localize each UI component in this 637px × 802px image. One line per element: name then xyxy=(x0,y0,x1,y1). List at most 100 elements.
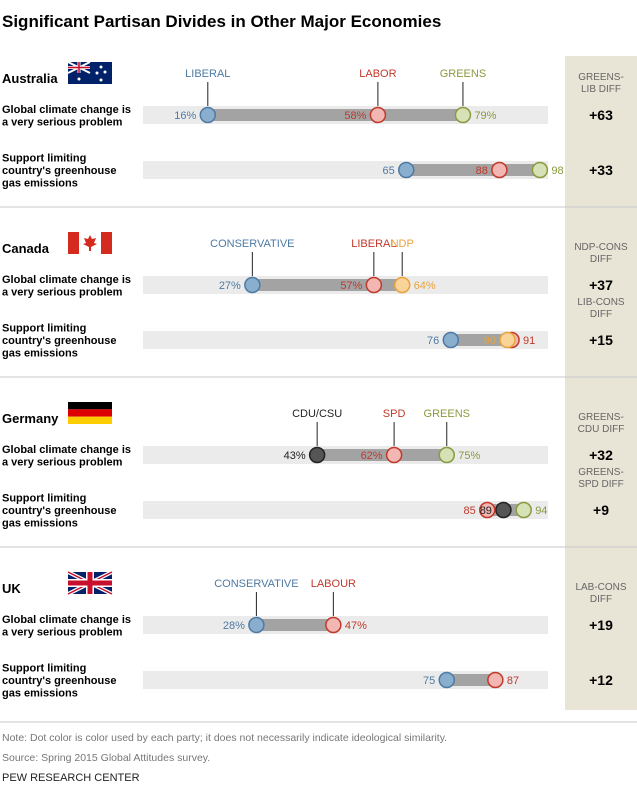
diff-value: +32 xyxy=(589,447,613,463)
country-name: UK xyxy=(2,581,21,596)
party-label: LABOUR xyxy=(311,578,356,590)
flag-star xyxy=(99,78,103,82)
diff-header: GREENS- xyxy=(578,72,624,83)
value-label: 16% xyxy=(174,110,196,122)
data-dot xyxy=(385,446,403,464)
row-label: Global climate change is xyxy=(2,104,131,116)
data-dot xyxy=(365,276,383,294)
value-label: 65 xyxy=(383,165,395,177)
data-dot xyxy=(491,161,508,179)
country-name: Germany xyxy=(2,411,59,426)
chart-title: Significant Partisan Divides in Other Ma… xyxy=(2,12,441,31)
diff-value: +9 xyxy=(593,502,609,518)
party-label: GREENS xyxy=(424,408,470,420)
uk-flag-icon xyxy=(67,570,113,596)
party-label: SPD xyxy=(383,408,406,420)
row-label: a very serious problem xyxy=(2,626,123,638)
country-name: Canada xyxy=(2,241,50,256)
row-label: gas emissions xyxy=(2,348,78,360)
footnote-note: Note: Dot color is color used by each pa… xyxy=(2,732,447,744)
maple-leaf-icon xyxy=(83,235,97,251)
value-label: 87 xyxy=(507,675,519,687)
value-label: 88 xyxy=(476,165,488,177)
brand-name: PEW RESEARCH CENTER xyxy=(2,772,140,784)
value-label: 85 xyxy=(464,505,476,517)
row-label: country's greenhouse xyxy=(2,675,116,687)
party-label: GREENS xyxy=(440,68,486,80)
range-bar xyxy=(256,619,334,631)
diff-header: LIB-CONS xyxy=(577,297,625,308)
diff-header: DIFF xyxy=(590,254,612,265)
canada-flag-icon xyxy=(68,232,112,254)
data-dot xyxy=(479,501,496,519)
row-label: a very serious problem xyxy=(2,456,123,468)
row-label: Support limiting xyxy=(2,153,86,165)
value-label: 28% xyxy=(223,620,245,632)
flag-band xyxy=(68,416,112,424)
flag-star xyxy=(95,71,99,75)
diff-header: LAB-CONS xyxy=(575,582,626,593)
diff-header: SPD DIFF xyxy=(578,479,624,490)
germany-flag-icon xyxy=(68,402,112,424)
flag-cross xyxy=(68,66,90,69)
data-dot xyxy=(454,106,472,124)
row-track xyxy=(143,616,548,634)
data-dot xyxy=(487,671,504,689)
diff-value: +33 xyxy=(589,162,613,178)
data-dot xyxy=(438,671,455,689)
value-label: 75 xyxy=(423,675,435,687)
value-label: 47% xyxy=(345,620,367,632)
value-label: 58% xyxy=(344,110,366,122)
diff-value: +12 xyxy=(589,672,613,688)
data-dot xyxy=(398,161,415,179)
value-label: 98 xyxy=(551,165,563,177)
data-dot xyxy=(325,616,342,634)
row-label: Global climate change is xyxy=(2,274,131,286)
country-name: Australia xyxy=(2,71,58,86)
diff-value: +37 xyxy=(589,277,613,293)
row-label: country's greenhouse xyxy=(2,505,116,517)
footnote-source: Source: Spring 2015 Global Attitudes sur… xyxy=(2,752,210,764)
data-dot xyxy=(244,276,261,294)
data-dot xyxy=(248,616,265,634)
data-dot xyxy=(199,106,217,124)
row-track xyxy=(143,501,548,519)
data-dot xyxy=(495,501,512,519)
range-bar xyxy=(450,334,512,346)
row-label: a very serious problem xyxy=(2,116,123,128)
value-label: 27% xyxy=(219,280,241,292)
value-label: 79% xyxy=(474,110,496,122)
party-label: LIBERAL xyxy=(185,68,230,80)
value-label: 43% xyxy=(284,450,306,462)
flag-band xyxy=(68,402,112,410)
party-label: NDP xyxy=(391,238,414,250)
row-label: gas emissions xyxy=(2,518,78,530)
value-label: 64% xyxy=(414,280,436,292)
party-label: CDU/CSU xyxy=(292,408,342,420)
value-label: 89 xyxy=(480,505,492,517)
diff-value: +63 xyxy=(589,107,613,123)
flag-band xyxy=(101,232,112,254)
value-label: 76 xyxy=(427,335,439,347)
flag-band xyxy=(68,409,112,417)
value-label: 90 xyxy=(484,335,496,347)
range-bar xyxy=(317,449,447,461)
diff-header: LIB DIFF xyxy=(581,84,621,95)
data-dot xyxy=(531,161,549,179)
diff-header: GREENS- xyxy=(578,467,624,478)
row-label: gas emissions xyxy=(2,178,78,190)
data-dot xyxy=(438,446,455,464)
row-label: gas emissions xyxy=(2,688,78,700)
flag-star xyxy=(99,65,103,69)
diff-header: CDU DIFF xyxy=(578,424,625,435)
data-dot xyxy=(515,501,532,519)
flag-star xyxy=(103,70,107,74)
row-label: Global climate change is xyxy=(2,444,131,456)
diff-header: GREENS- xyxy=(578,412,624,423)
australia-flag-icon xyxy=(67,61,112,84)
diff-header: DIFF xyxy=(590,594,612,605)
row-label: country's greenhouse xyxy=(2,165,116,177)
party-label: LABOR xyxy=(359,68,396,80)
